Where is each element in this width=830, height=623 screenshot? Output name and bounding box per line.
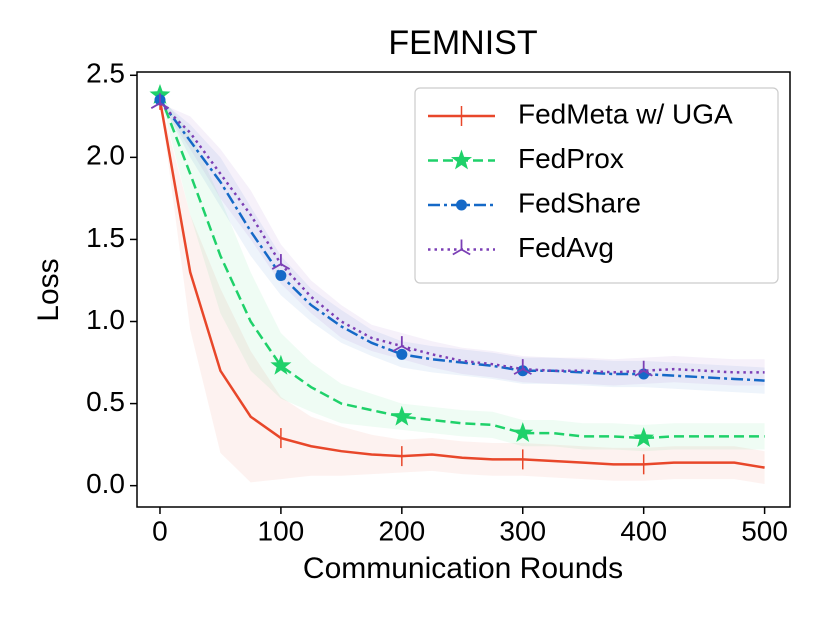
marker-part — [392, 345, 403, 352]
y-tick-label: 0.5 — [86, 386, 125, 417]
marker-part — [452, 248, 462, 256]
x-tick-label: 400 — [620, 515, 667, 546]
x-tick-label: 500 — [741, 515, 788, 546]
y-tick-label: 1.5 — [86, 222, 125, 253]
legend-label: FedProx — [518, 143, 624, 174]
marker — [634, 360, 653, 377]
marker-part — [275, 270, 287, 282]
marker-part — [517, 365, 529, 377]
line — [159, 102, 765, 374]
y-tick-label: 1.0 — [86, 304, 125, 335]
marker — [633, 427, 655, 447]
marker — [150, 93, 170, 109]
marker — [392, 336, 411, 352]
y-tick-label: 2.5 — [86, 58, 125, 89]
marker — [512, 422, 534, 442]
marker-part — [634, 369, 645, 377]
marker-part — [159, 102, 170, 109]
plot-area — [149, 84, 765, 485]
legend-frame — [414, 87, 779, 284]
band — [159, 103, 765, 386]
y-tick-label: 2.0 — [86, 140, 125, 171]
marker — [513, 359, 532, 375]
legend-label: FedMeta w/ UGA — [518, 98, 733, 129]
marker-part — [522, 368, 532, 375]
marker-part — [513, 368, 524, 375]
marker — [451, 149, 472, 170]
legend-label: FedAvg — [518, 232, 614, 263]
marker-part — [401, 345, 411, 352]
marker-part — [451, 149, 472, 170]
line — [158, 99, 765, 382]
marker-part — [461, 248, 471, 256]
marker-part — [391, 405, 413, 426]
marker — [456, 199, 467, 211]
marker — [275, 270, 287, 282]
line — [158, 99, 765, 469]
x-tick-label: 0 — [152, 515, 168, 546]
marker — [271, 254, 291, 270]
band — [159, 99, 765, 394]
marker-part — [271, 263, 282, 270]
legend: FedMeta w/ UGA FedProx FedShare FedAvg — [414, 87, 779, 284]
y-axis-label: Loss — [32, 258, 65, 321]
x-tick-label: 200 — [378, 515, 425, 546]
line — [158, 94, 765, 440]
marker-part — [643, 369, 653, 377]
x-axis-label: Communication Rounds — [303, 552, 623, 585]
marker — [452, 239, 471, 256]
marker-part — [512, 422, 534, 442]
marker-part — [280, 263, 291, 270]
axes-frame — [136, 71, 791, 508]
band — [159, 99, 765, 485]
marker-part — [270, 354, 292, 375]
marker — [391, 405, 413, 426]
x-tick-label: 100 — [258, 515, 305, 546]
marker — [396, 348, 408, 360]
marker — [517, 365, 529, 377]
marker — [270, 354, 292, 375]
y-tick-label: 0.0 — [86, 468, 125, 499]
marker-part — [396, 348, 408, 360]
marker-part — [150, 102, 161, 109]
x-tick-label: 300 — [499, 515, 546, 546]
marker-part — [456, 199, 467, 211]
legend-label: FedShare — [518, 187, 641, 218]
chart-title: FEMNIST — [388, 24, 537, 62]
marker-part — [633, 427, 655, 447]
